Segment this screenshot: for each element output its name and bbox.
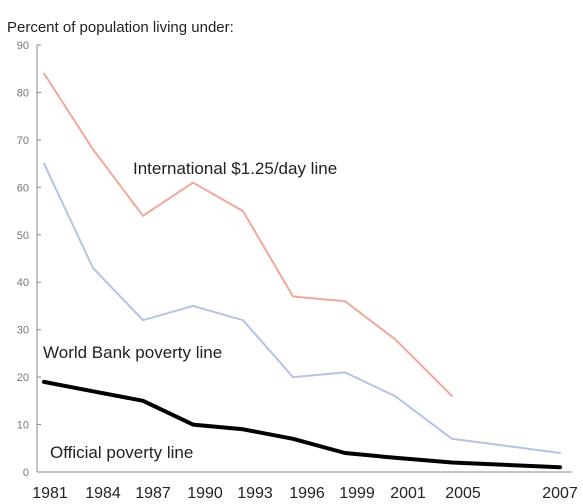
x-tick-label: 1984	[85, 485, 121, 502]
y-tick-label: 10	[17, 420, 29, 432]
x-tick-label: 2005	[445, 485, 481, 502]
series-labels: International $1.25/day line World Bank p…	[43, 159, 337, 462]
international-line-series	[43, 72, 453, 398]
x-tick-group: 1981 1984 1987 1990 1993 1996 1999 2001 2005 2007	[32, 485, 578, 502]
y-tick-label: 80	[17, 87, 29, 99]
y-tick-label: 30	[17, 325, 29, 337]
x-tick-label: 1990	[187, 485, 223, 502]
y-tick-group: 0 10 20 30 40 50 60 70 80 90	[17, 40, 41, 479]
x-tick-label: 2007	[542, 485, 578, 502]
series-lines	[42, 72, 562, 470]
x-tick-label: 1981	[32, 485, 68, 502]
x-tick-label: 1993	[237, 485, 273, 502]
world-bank-line-series	[43, 162, 561, 454]
y-tick-label: 0	[23, 467, 29, 479]
official-line-series	[42, 379, 562, 470]
x-tick-label: 1999	[339, 485, 375, 502]
y-tick-label: 70	[17, 135, 29, 147]
y-tick-label: 50	[17, 230, 29, 242]
x-tick-label: 1987	[135, 485, 171, 502]
x-tick-label: 2001	[390, 485, 426, 502]
international-line-label: International $1.25/day line	[133, 159, 337, 178]
y-tick-label: 60	[17, 182, 29, 194]
world-bank-line-label: World Bank poverty line	[43, 343, 222, 362]
y-tick-label: 40	[17, 277, 29, 289]
y-tick-label: 90	[17, 40, 29, 52]
official-line-label: Official poverty line	[50, 443, 193, 462]
y-tick-label: 20	[17, 372, 29, 384]
x-tick-label: 1996	[289, 485, 325, 502]
chart-title: Percent of population living under:	[7, 19, 234, 36]
